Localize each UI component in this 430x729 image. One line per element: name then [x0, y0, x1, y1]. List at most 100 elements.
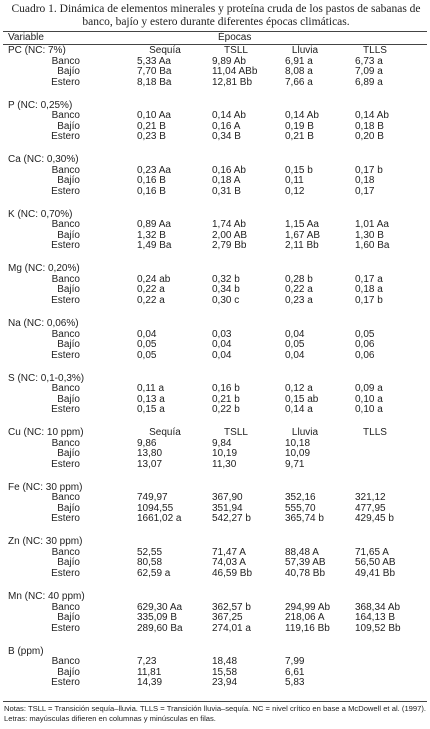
cell: 0,23 Aa: [137, 164, 171, 176]
cell: 0,09 a: [355, 383, 383, 395]
cell: 0,10 a: [355, 393, 383, 405]
site-label: Estero: [51, 349, 80, 361]
cell: 164,13 B: [355, 612, 396, 623]
cell: 0,28 b: [285, 273, 313, 285]
cell: 0,05: [137, 339, 157, 350]
cell: 8,08 a: [285, 66, 313, 77]
cell: 0,04: [285, 328, 305, 340]
cell: 0,22 a: [137, 284, 165, 296]
site-label: Banco: [51, 546, 80, 558]
site-label: Estero: [51, 76, 80, 88]
cell: 88,48 A: [285, 546, 319, 558]
site-label: Bajío: [57, 612, 80, 623]
cell: 274,01 a: [212, 622, 251, 634]
cell: 71,65 A: [355, 546, 389, 558]
cell: 119,16 Bb: [285, 622, 330, 634]
header-epocas: Épocas: [218, 32, 252, 43]
site-label: Bajío: [57, 393, 80, 405]
cell: 9,86: [137, 437, 157, 449]
site-label: Banco: [51, 219, 80, 231]
cell: 0,14 Ab: [355, 110, 389, 122]
cell: 629,30 Aa: [137, 601, 183, 613]
cell: 2,79 Bb: [212, 240, 247, 252]
cell: 0,89 Aa: [137, 219, 171, 231]
site-label: Banco: [51, 328, 80, 340]
cell: 352,16: [285, 492, 316, 504]
cell: 11,04 ABb: [212, 66, 258, 77]
cell: 71,47 A: [212, 546, 246, 558]
rule: [3, 31, 427, 32]
cell: 5,33 Aa: [137, 55, 171, 67]
section-label: Na (NC: 0,06%): [8, 318, 79, 329]
section-label: S (NC: 0,1-0,3%): [8, 372, 85, 384]
cell: 0,22 a: [285, 284, 313, 296]
cell: 0,21 B: [285, 131, 314, 143]
cell: 0,16 A: [212, 120, 241, 132]
site-label: Banco: [51, 273, 80, 285]
site-label: Estero: [51, 513, 80, 525]
cell: 7,66 a: [285, 76, 313, 88]
cell: 0,11 a: [137, 383, 165, 395]
rule: [3, 701, 427, 702]
section-label: PC (NC: 7%): [8, 45, 66, 56]
cell: 0,18: [355, 175, 375, 187]
cell: 12,81 Bb: [212, 76, 253, 88]
cell: 10,09: [285, 448, 311, 460]
site-label: Banco: [51, 383, 80, 395]
site-label: Banco: [51, 110, 80, 122]
column-header: TLLS: [363, 427, 387, 439]
site-label: Bajío: [57, 284, 80, 296]
site-label: Estero: [51, 677, 80, 689]
cell: 13,80: [137, 448, 163, 460]
section-label: Ca (NC: 0,30%): [8, 154, 79, 166]
column-header: Sequía: [149, 427, 181, 439]
cell: 1661,02 a: [137, 513, 182, 525]
column-header: TLLS: [363, 45, 387, 56]
cell: 49,41 Bb: [355, 567, 396, 579]
cell: 9,89 Ab: [212, 55, 246, 67]
site-label: Banco: [51, 656, 80, 668]
cell: 6,89 a: [355, 76, 383, 88]
cell: 542,27 b: [212, 513, 251, 525]
cell: 0,31 B: [212, 185, 241, 197]
cell: 0,03: [212, 328, 232, 340]
cell: 56,50 AB: [355, 557, 396, 569]
cell: 0,16 B: [137, 185, 166, 197]
cell: 1,30 B: [355, 229, 384, 241]
section-label: Mg (NC: 0,20%): [8, 263, 80, 275]
cell: 0,14 Ab: [285, 110, 319, 122]
site-label: Banco: [51, 55, 80, 67]
site-label: Bajío: [57, 175, 80, 187]
section-label: Zn (NC: 30 ppm): [8, 536, 83, 548]
cell: 0,34 B: [212, 131, 241, 143]
cell: 0,23 a: [285, 294, 313, 306]
cell: 0,14 a: [285, 404, 313, 416]
cell: 1094,55: [137, 502, 174, 514]
cell: 0,34 b: [212, 284, 240, 296]
cell: 0,14 Ab: [212, 110, 246, 122]
cell: 289,60 Ba: [137, 622, 183, 634]
cell: 7,23: [137, 656, 157, 668]
cell: 321,12: [355, 492, 386, 504]
column-header: TSLL: [224, 45, 248, 56]
cell: 7,99: [285, 656, 305, 668]
cell: 8,18 Ba: [137, 76, 172, 88]
cell: 74,03 A: [212, 557, 246, 569]
cell: 477,95: [355, 502, 386, 514]
cell: 749,97: [137, 492, 168, 504]
cell: 6,73 a: [355, 55, 383, 67]
cell: 351,94: [212, 502, 243, 514]
cell: 0,13 a: [137, 393, 165, 405]
cell: 0,15 ab: [285, 393, 319, 405]
cell: 23,94: [212, 677, 238, 689]
site-label: Estero: [51, 131, 80, 143]
cell: 0,32 b: [212, 273, 240, 285]
cell: 15,58: [212, 666, 238, 678]
cell: 11,30: [212, 458, 237, 470]
cell: 1,15 Aa: [285, 219, 319, 231]
rule: [3, 44, 427, 45]
cell: 10,19: [212, 448, 238, 460]
cell: 0,19 B: [285, 120, 314, 132]
cell: 0,12 a: [285, 383, 313, 395]
